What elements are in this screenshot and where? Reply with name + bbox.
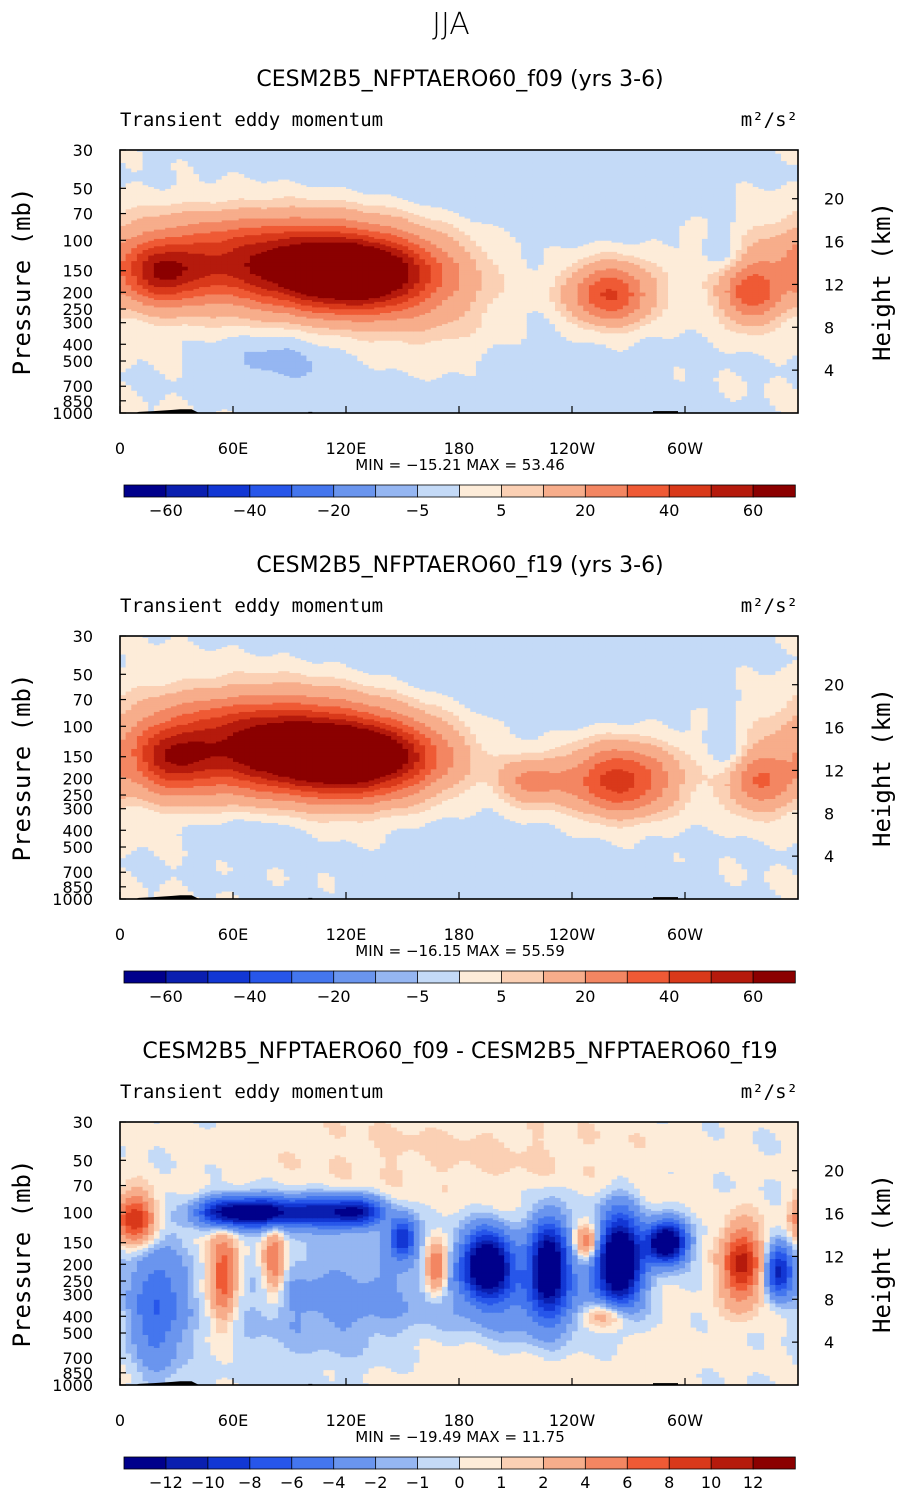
- units-label: m²/s²: [741, 109, 798, 131]
- panel-f09: CESM2B5_NFPTAERO60_f09 (yrs 3-6) Transien…: [8, 67, 896, 520]
- panel-title: CESM2B5_NFPTAERO60_f09 (yrs 3-6): [256, 67, 663, 92]
- season-title: JJA: [432, 7, 470, 42]
- contour-field: [120, 150, 799, 414]
- panel-subtitle: Transient eddy momentum: [120, 109, 383, 131]
- figure: JJA CESM2B5_NFPTAERO60_f09 (yrs 3-6) Tran…: [0, 0, 903, 1494]
